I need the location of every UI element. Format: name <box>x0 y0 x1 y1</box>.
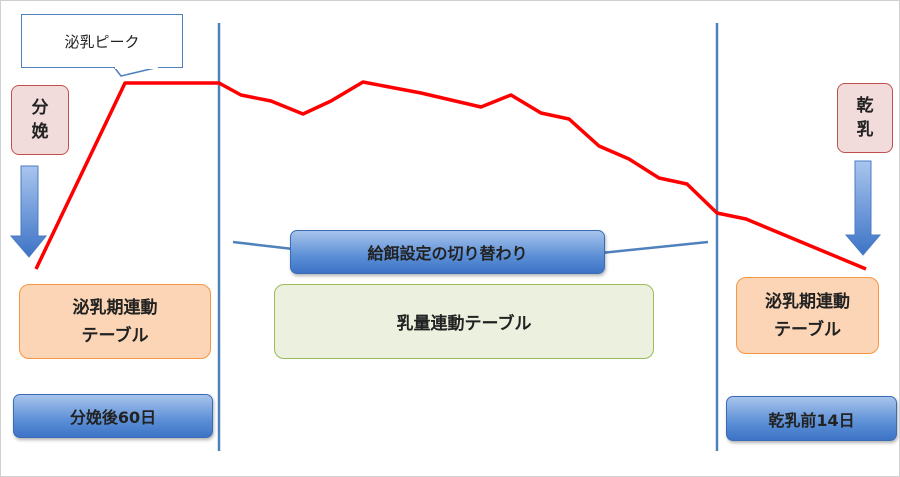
dry-off-label: 乾乳 <box>856 96 874 140</box>
left-lactation-table-box: 泌乳期連動テーブル <box>19 284 211 359</box>
down-arrow-right-icon <box>844 160 882 256</box>
after-calving-box: 分娩後60日 <box>13 394 213 438</box>
milk-yield-table-box: 乳量連動テーブル <box>274 284 654 359</box>
right-table-label: 泌乳期連動テーブル <box>765 291 850 340</box>
milk-yield-curve <box>34 80 867 271</box>
connector-left <box>232 240 294 251</box>
callout-tail-cover <box>115 64 158 69</box>
down-arrow-left-icon <box>9 165 48 258</box>
calving-label: 分娩 <box>31 98 49 142</box>
lactation-peak-callout: 泌乳ピーク <box>21 14 183 68</box>
feed-switch-box: 給餌設定の切り替わり <box>290 230 605 274</box>
calving-box: 分娩 <box>11 85 69 155</box>
before-dry-box: 乾乳前14日 <box>726 396 897 441</box>
connector-right <box>600 240 709 255</box>
right-lactation-table-box: 泌乳期連動テーブル <box>736 277 879 354</box>
left-table-label: 泌乳期連動テーブル <box>72 297 158 346</box>
dry-off-box: 乾乳 <box>837 83 893 153</box>
